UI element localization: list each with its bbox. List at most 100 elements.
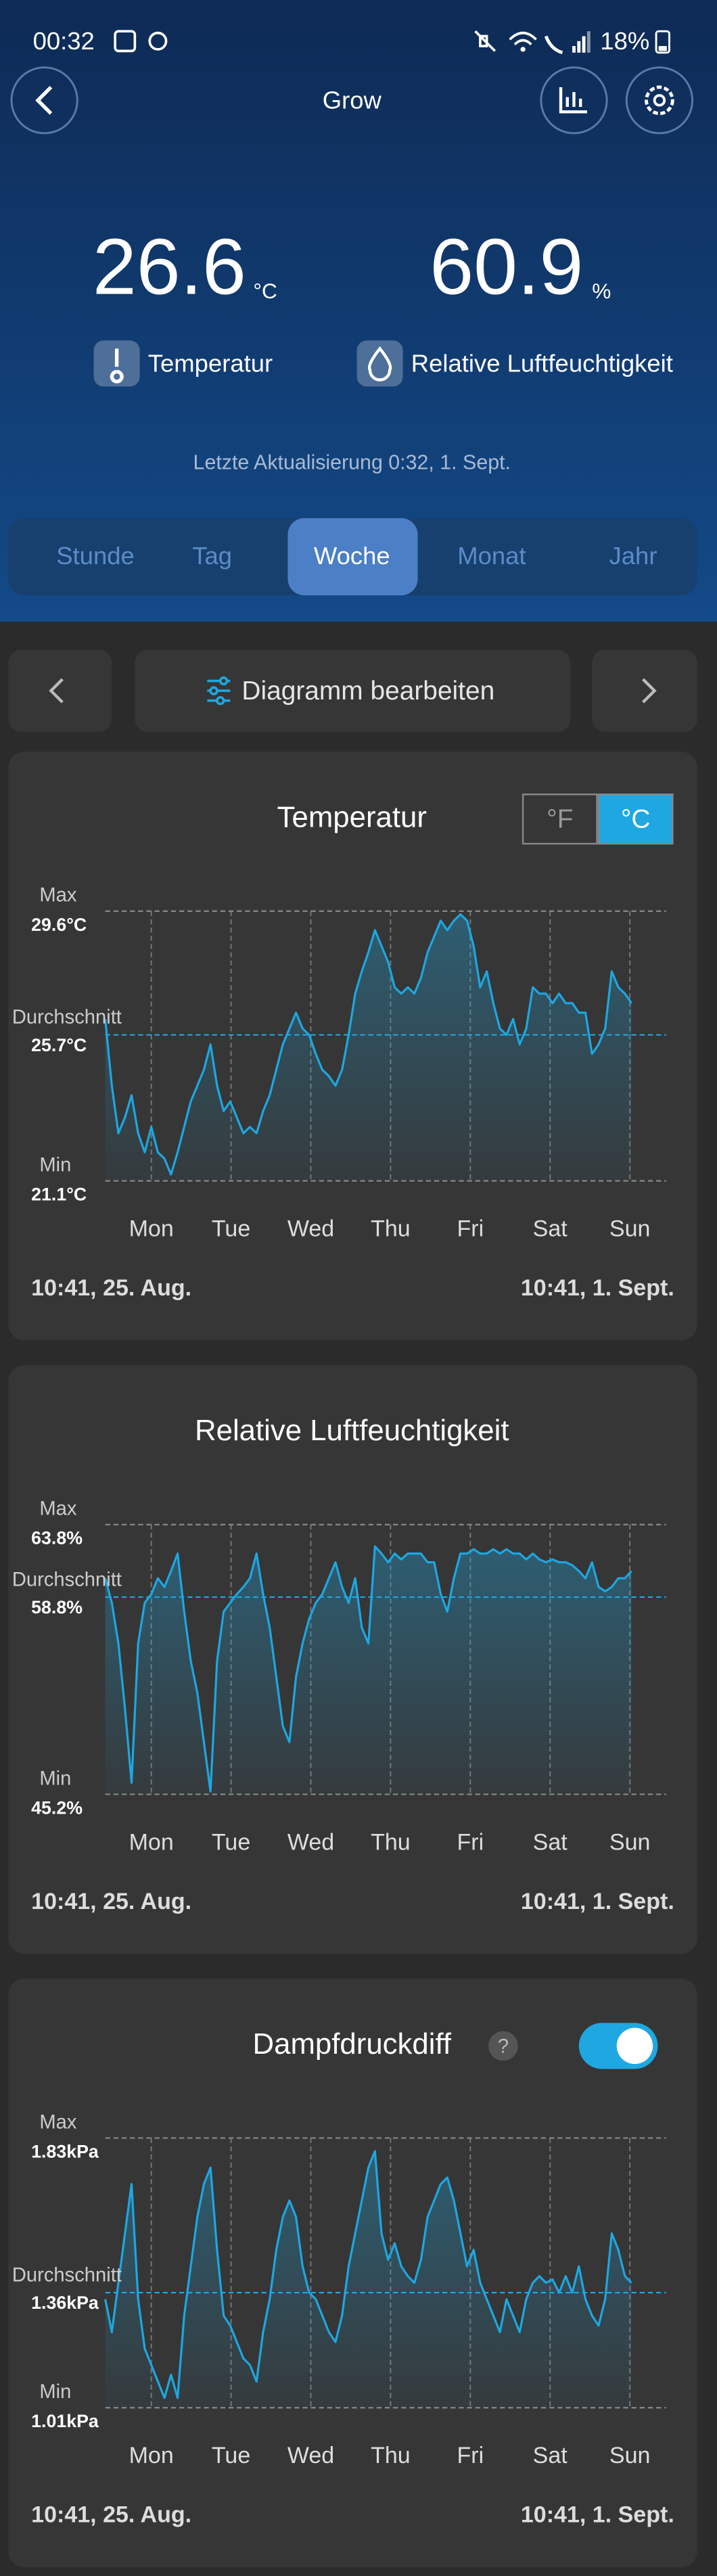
x-tick-label: Sat xyxy=(533,1829,568,1855)
x-tick-label: Thu xyxy=(371,1216,411,1242)
chart-title: Temperatur xyxy=(277,800,427,833)
y-tick-title: Durchschnitt xyxy=(12,1569,122,1590)
chart: Temperatur °F °C Mon Tue Wed Thu Fri Sat Sun Min 21… xyxy=(12,794,674,1301)
edit-icon-knob xyxy=(216,696,225,706)
y-tick-label: 29.6°C xyxy=(31,915,87,935)
x-tick-label: Wed xyxy=(287,2443,334,2468)
chart: Relative Luftfeuchtigkeit Mon Tue Wed Thu Fri… xyxy=(12,1414,674,1914)
x-tick-label: Sun xyxy=(609,2443,651,2468)
x-tick-label: Sat xyxy=(533,2443,568,2468)
edit-icon-knob xyxy=(209,686,218,695)
y-tick-title: Durchschnitt xyxy=(12,1007,122,1028)
x-tick-label: Sun xyxy=(609,1216,651,1242)
reading-value: 60.9 xyxy=(430,222,583,310)
area xyxy=(105,914,632,1181)
help-label: ? xyxy=(498,2036,509,2058)
y-tick-label: 1.36kPa xyxy=(31,2293,99,2313)
x-tick-label: Fri xyxy=(457,2443,484,2468)
y-tick-title: Max xyxy=(39,2111,77,2133)
y-tick-title: Min xyxy=(39,1768,71,1789)
last-update: Letzte Aktualisierung 0:32, 1. Sept. xyxy=(193,451,511,474)
status-battery: 18% xyxy=(600,27,649,55)
range-start: 10:41, 25. Aug. xyxy=(31,1889,191,1914)
y-tick-label: 1.83kPa xyxy=(31,2142,99,2162)
line xyxy=(104,913,632,1176)
x-tick-label: Mon xyxy=(129,1829,174,1855)
temp-icon-glyph xyxy=(110,348,124,384)
y-tick-label: 63.8% xyxy=(31,1528,83,1548)
reading-label: Temperatur xyxy=(148,349,273,377)
y-tick-title: Max xyxy=(39,1498,77,1520)
unit-option: °F xyxy=(547,804,573,833)
x-tick-label: Fri xyxy=(457,1829,484,1855)
x-tick-label: Thu xyxy=(371,2443,411,2468)
y-tick-title: Max xyxy=(39,885,77,906)
x-tick-label: Wed xyxy=(287,1829,334,1855)
edit-icon-knob xyxy=(218,676,229,686)
next-icon xyxy=(642,678,657,704)
y-tick-label: 21.1°C xyxy=(31,1184,87,1205)
unit-toggle[interactable] xyxy=(522,794,598,845)
x-tick-label: Wed xyxy=(287,1216,334,1242)
toggle-knob xyxy=(616,2027,653,2065)
humidity-icon xyxy=(356,340,403,387)
tab-label: Stunde xyxy=(56,542,135,570)
back-icon xyxy=(35,85,53,115)
prev-icon xyxy=(49,678,64,704)
edit-chart-button[interactable] xyxy=(135,649,571,732)
chart-title: Dampfdruckdiff xyxy=(253,2027,452,2061)
y-tick-label: 25.7°C xyxy=(31,1035,87,1055)
range-start: 10:41, 25. Aug. xyxy=(31,1275,191,1301)
tab-selected[interactable] xyxy=(287,518,418,596)
tabs: Stunde Tag Woche Monat Jahr xyxy=(56,518,657,596)
help-icon[interactable] xyxy=(488,2031,518,2061)
header-title: Grow xyxy=(323,86,382,114)
y-tick-title: Min xyxy=(39,2381,71,2403)
range-start: 10:41, 25. Aug. xyxy=(31,2502,191,2528)
tab-label: Tag xyxy=(192,542,232,570)
next-button[interactable] xyxy=(592,649,697,732)
y-tick-title: Min xyxy=(39,1154,71,1176)
status-time: 00:32 xyxy=(33,27,95,55)
y-tick-title: Durchschnitt xyxy=(12,2264,122,2286)
range-end: 10:41, 1. Sept. xyxy=(521,1275,674,1301)
settings-icon xyxy=(645,85,674,116)
settings-icon-core xyxy=(653,94,666,107)
x-tick-label: Tue xyxy=(212,1829,250,1855)
edit-chart-label: Diagramm bearbeiten xyxy=(241,676,494,706)
prev-button[interactable] xyxy=(8,649,112,732)
reading-unit: % xyxy=(592,279,611,303)
reading-value: 26.6 xyxy=(93,222,246,310)
y-tick-label: 1.01kPa xyxy=(31,2411,99,2431)
stats-button[interactable] xyxy=(540,66,608,135)
unit-toggle[interactable] xyxy=(597,794,674,845)
tab-label: Jahr xyxy=(609,542,657,570)
x-tick-label: Mon xyxy=(129,1216,174,1242)
x-tick-label: Tue xyxy=(212,1216,250,1242)
unit-option: °C xyxy=(621,804,651,833)
reading-label: Relative Luftfeuchtigkeit xyxy=(411,349,673,377)
reading-unit: °C xyxy=(253,279,277,303)
x-tick-label: Mon xyxy=(129,2443,174,2468)
x-tick-label: Tue xyxy=(212,2443,250,2468)
line xyxy=(104,2150,632,2399)
range-end: 10:41, 1. Sept. xyxy=(521,1889,674,1914)
range-end: 10:41, 1. Sept. xyxy=(521,2502,674,2528)
status-icons xyxy=(114,30,670,55)
chart: Dampfdruckdiff ? Mon Tue Wed Thu Fri Sat Sun Min 1… xyxy=(12,2023,674,2528)
settings-button[interactable] xyxy=(625,66,693,135)
tab-label: Monat xyxy=(457,542,526,570)
x-tick-label: Fri xyxy=(457,1216,484,1242)
tab-label: Woche xyxy=(314,542,390,570)
y-tick-label: 45.2% xyxy=(31,1797,83,1818)
area xyxy=(105,1546,632,1795)
y-tick-label: 58.8% xyxy=(31,1597,83,1617)
x-tick-label: Sat xyxy=(533,1216,568,1242)
x-tick-label: Sun xyxy=(609,1829,651,1855)
stats-icon xyxy=(559,87,587,114)
line xyxy=(104,1545,632,1793)
back-button[interactable] xyxy=(10,66,78,135)
humidity-icon-glyph xyxy=(367,346,392,382)
